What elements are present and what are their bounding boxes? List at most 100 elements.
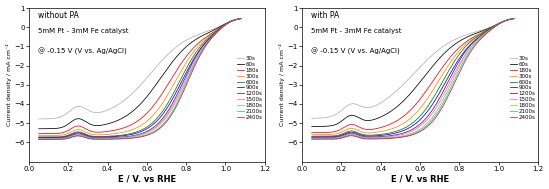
2400s: [400, 136, 407, 138]
900s: [127, 134, 133, 136]
180s: [87, 130, 94, 132]
1800s: [127, 136, 133, 138]
60s: [400, 100, 407, 102]
Line: 30s: 30s: [38, 19, 241, 119]
600s: [511, 17, 518, 20]
Line: 300s: 300s: [312, 19, 514, 135]
60s: [127, 112, 133, 114]
600s: [127, 132, 133, 135]
1500s: [461, 55, 468, 57]
1500s: [171, 102, 177, 105]
60s: [309, 125, 315, 128]
60s: [87, 123, 94, 125]
900s: [511, 17, 518, 20]
1800s: [238, 17, 244, 20]
600s: [400, 127, 407, 130]
2100s: [155, 128, 161, 130]
Line: 60s: 60s: [312, 19, 514, 127]
1200s: [511, 17, 518, 20]
300s: [511, 17, 518, 20]
60s: [155, 81, 161, 83]
2400s: [344, 135, 351, 137]
2400s: [155, 129, 161, 131]
600s: [444, 73, 450, 75]
Text: @ -0.15 V (V vs. Ag/AgCl): @ -0.15 V (V vs. Ag/AgCl): [38, 48, 127, 55]
300s: [428, 92, 434, 94]
1800s: [171, 105, 177, 107]
300s: [461, 45, 468, 47]
2400s: [309, 138, 315, 140]
Line: 2100s: 2100s: [312, 19, 514, 139]
600s: [344, 130, 351, 133]
300s: [361, 131, 367, 134]
1500s: [71, 134, 78, 136]
180s: [35, 132, 42, 135]
2400s: [428, 122, 434, 124]
Line: 1200s: 1200s: [38, 19, 241, 138]
60s: [188, 42, 194, 44]
30s: [127, 94, 133, 96]
1500s: [127, 136, 133, 138]
1500s: [35, 137, 42, 140]
60s: [171, 59, 177, 61]
1800s: [188, 69, 194, 71]
1200s: [309, 136, 315, 139]
600s: [361, 134, 367, 136]
Line: 180s: 180s: [312, 19, 514, 133]
2400s: [444, 97, 450, 100]
300s: [155, 108, 161, 111]
900s: [461, 50, 468, 53]
600s: [87, 135, 94, 137]
1500s: [444, 87, 450, 89]
600s: [171, 91, 177, 94]
30s: [400, 83, 407, 85]
900s: [35, 136, 42, 139]
300s: [344, 128, 351, 130]
600s: [155, 116, 161, 118]
2400s: [511, 17, 518, 20]
30s: [444, 43, 450, 45]
300s: [188, 54, 194, 56]
2400s: [461, 62, 468, 64]
Y-axis label: Current density / mA cm⁻²: Current density / mA cm⁻²: [5, 43, 12, 126]
1200s: [171, 100, 177, 102]
Text: @ -0.15 V (V vs. Ag/AgCl): @ -0.15 V (V vs. Ag/AgCl): [311, 48, 400, 55]
600s: [461, 47, 468, 49]
2400s: [71, 135, 78, 138]
1200s: [71, 133, 78, 136]
30s: [188, 36, 194, 39]
600s: [309, 135, 315, 137]
2100s: [127, 137, 133, 139]
60s: [238, 17, 244, 20]
Line: 2100s: 2100s: [38, 19, 241, 139]
1800s: [87, 137, 94, 139]
1200s: [400, 132, 407, 134]
Line: 180s: 180s: [38, 19, 241, 134]
2400s: [188, 73, 194, 75]
180s: [461, 42, 468, 44]
Line: 300s: 300s: [38, 19, 241, 136]
2400s: [238, 17, 244, 20]
Legend: 30s, 60s, 180s, 300s, 600s, 900s, 1200s, 1500s, 1800s, 2100s, 2400s: 30s, 60s, 180s, 300s, 600s, 900s, 1200s,…: [237, 56, 262, 119]
Legend: 30s, 60s, 180s, 300s, 600s, 900s, 1200s, 1500s, 1800s, 2100s, 2400s: 30s, 60s, 180s, 300s, 600s, 900s, 1200s,…: [511, 56, 535, 119]
1800s: [400, 135, 407, 137]
2100s: [188, 70, 194, 73]
1200s: [344, 133, 351, 135]
60s: [361, 119, 367, 121]
60s: [444, 50, 450, 52]
2100s: [171, 108, 177, 110]
30s: [428, 55, 434, 57]
1500s: [238, 17, 244, 20]
2100s: [35, 138, 42, 140]
1200s: [238, 17, 244, 20]
2400s: [35, 138, 42, 141]
30s: [35, 118, 42, 120]
1800s: [461, 56, 468, 58]
180s: [361, 128, 367, 130]
300s: [238, 17, 244, 20]
1500s: [511, 17, 518, 20]
60s: [428, 67, 434, 69]
60s: [511, 17, 518, 20]
2400s: [361, 138, 367, 140]
600s: [188, 59, 194, 61]
